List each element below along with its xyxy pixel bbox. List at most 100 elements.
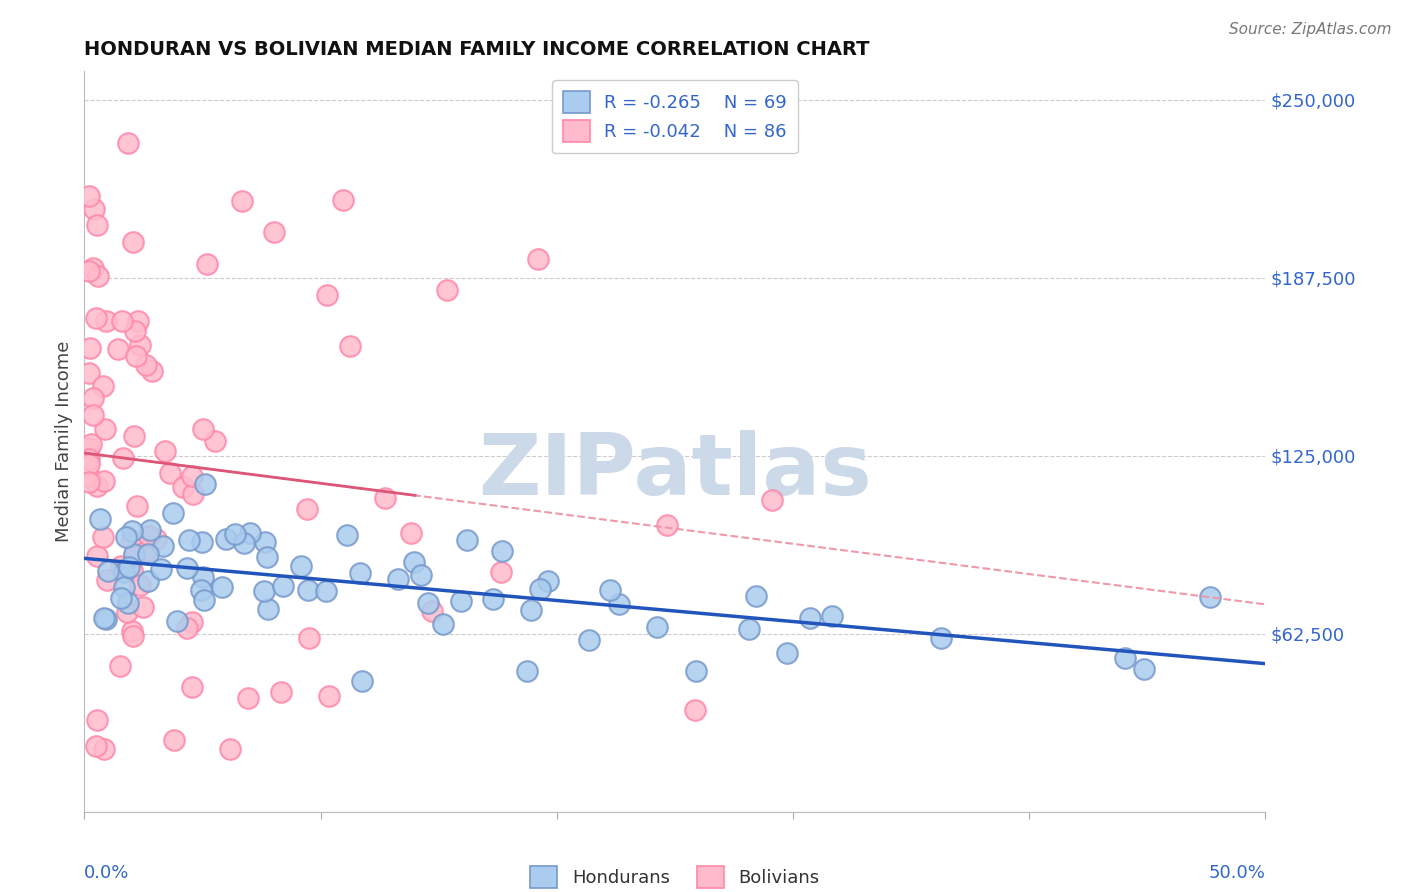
Point (179, 533, 201, 547)
Point (159, 466, 181, 480)
Point (193, 477, 215, 491)
Legend: Hondurans, Bolivians: Hondurans, Bolivians (519, 855, 831, 892)
Point (136, 574, 159, 588)
Point (180, 615, 202, 630)
Point (399, 526, 422, 541)
Point (295, 501, 318, 516)
Point (253, 584, 276, 599)
Point (776, 646, 799, 660)
Point (482, 592, 505, 607)
Point (420, 604, 443, 618)
Point (77, 458, 100, 472)
Point (1114, 651, 1136, 665)
Point (218, 742, 240, 756)
Point (96, 612, 118, 626)
Point (79, 341, 101, 355)
Point (436, 283, 458, 297)
Point (931, 631, 953, 645)
Point (122, 629, 145, 643)
Point (239, 526, 262, 541)
Point (82, 392, 104, 406)
Point (125, 499, 148, 513)
Point (122, 549, 145, 563)
Point (122, 547, 145, 561)
Point (609, 597, 631, 611)
Point (180, 468, 202, 483)
Point (738, 622, 761, 636)
Point (387, 572, 409, 586)
Point (77, 475, 100, 489)
Point (89, 511, 111, 525)
Point (402, 555, 425, 569)
Point (166, 614, 188, 628)
Point (77, 366, 100, 380)
Point (77, 442, 100, 456)
Point (456, 533, 478, 548)
Point (129, 578, 152, 592)
Point (77, 188, 100, 202)
Point (152, 539, 174, 553)
Point (256, 549, 278, 564)
Point (91, 379, 114, 393)
Point (118, 560, 141, 574)
Point (77, 469, 100, 483)
Point (91, 530, 114, 544)
Point (253, 535, 276, 549)
Point (190, 583, 212, 598)
Point (297, 583, 319, 598)
Point (432, 617, 454, 632)
Point (183, 487, 205, 501)
Point (193, 592, 215, 607)
Point (87, 269, 110, 284)
Point (136, 547, 159, 561)
Point (683, 703, 706, 717)
Point (516, 664, 538, 678)
Point (231, 194, 253, 209)
Point (86, 713, 108, 727)
Point (270, 685, 292, 699)
Point (153, 443, 176, 458)
Point (127, 313, 149, 327)
Point (115, 530, 138, 544)
Point (93, 422, 115, 436)
Point (117, 136, 139, 150)
Point (745, 589, 768, 603)
Point (271, 579, 294, 593)
Point (799, 611, 821, 625)
Text: ZIPatlas: ZIPatlas (478, 430, 872, 513)
Point (339, 339, 361, 353)
Point (315, 287, 337, 301)
Point (578, 633, 600, 648)
Point (93, 742, 115, 756)
Point (332, 194, 354, 208)
Point (145, 533, 167, 547)
Point (257, 601, 280, 615)
Point (162, 506, 184, 520)
Point (350, 674, 373, 689)
Point (121, 624, 143, 638)
Point (121, 563, 143, 577)
Point (139, 523, 162, 537)
Point (93, 611, 115, 625)
Point (111, 451, 134, 466)
Point (125, 349, 148, 363)
Point (80, 437, 103, 451)
Point (96, 573, 118, 587)
Point (520, 603, 543, 617)
Point (685, 664, 707, 678)
Text: HONDURAN VS BOLIVIAN MEDIAN FAMILY INCOME CORRELATION CHART: HONDURAN VS BOLIVIAN MEDIAN FAMILY INCOM… (84, 39, 870, 59)
Text: 0.0%: 0.0% (84, 863, 129, 881)
Point (263, 226, 285, 240)
Point (110, 591, 132, 605)
Point (93, 474, 115, 488)
Point (176, 621, 198, 635)
Point (132, 600, 155, 615)
Point (122, 235, 145, 249)
Point (111, 314, 134, 328)
Point (86, 479, 108, 493)
Point (204, 434, 226, 449)
Point (94, 314, 117, 328)
Point (191, 535, 214, 549)
Point (82, 261, 104, 276)
Point (315, 583, 337, 598)
